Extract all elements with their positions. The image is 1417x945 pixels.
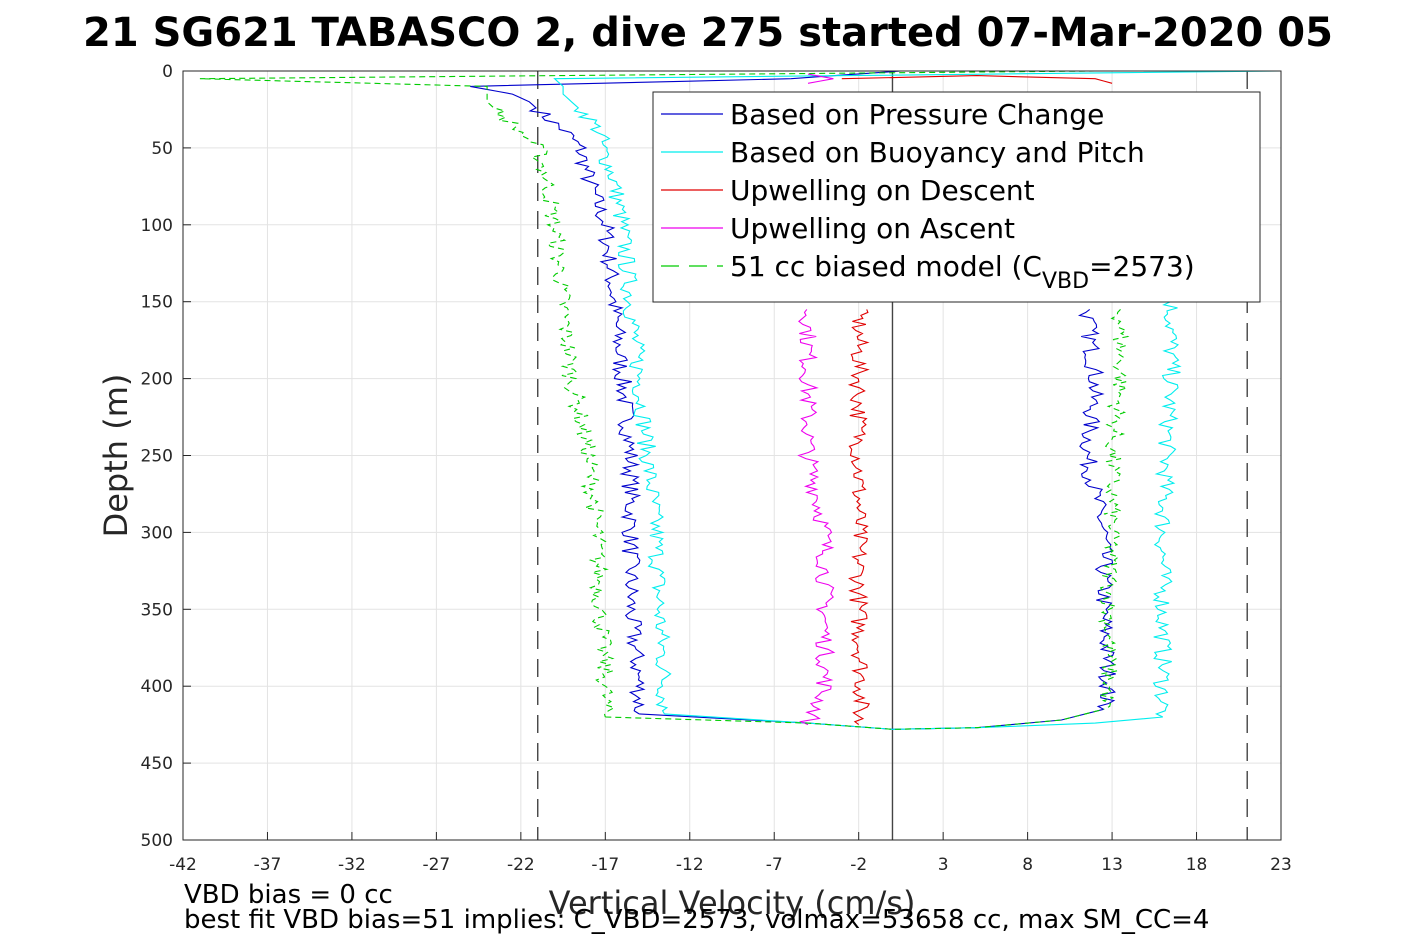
y-tick-labels: 0 50 100 150 200 250 300 350 400 450 500 [141, 62, 173, 851]
series-group [199, 70, 1282, 730]
legend-box [652, 91, 1261, 303]
plot-frame [182, 70, 1282, 841]
series-upwelling_descent-descent [847, 309, 871, 726]
y-tick-label-350: 350 [141, 600, 173, 620]
legend: Based on Pressure Change Based on Buoyanc… [652, 91, 1261, 303]
series-buoyancy_pitch-bottom [664, 713, 1163, 730]
chart-title: 21 SG621 TABASCO 2, dive 275 started 07-… [83, 10, 1333, 56]
series-upwelling_ascent-ascent [807, 73, 834, 84]
x-tick-label-22: -22 [507, 855, 535, 875]
x-tick-label-7: -7 [766, 855, 783, 875]
y-axis-label: Depth (m) [97, 374, 135, 538]
x-axis-label: Vertical Velocity (cm/s) [549, 884, 916, 922]
x-tick-label-3: 3 [938, 855, 949, 875]
y-tick-label-450: 450 [141, 754, 173, 774]
x-tick-label-27: -27 [422, 855, 450, 875]
y-tick-label-500: 500 [141, 831, 173, 851]
x-tick-label-8: 8 [1022, 855, 1033, 875]
series-buoyancy_pitch-descent [553, 70, 1282, 715]
best-fit-note: best fit VBD bias=51 implies: C_VBD=2573… [184, 905, 1209, 935]
y-tick-label-300: 300 [141, 523, 173, 543]
legend-label-5: 51 cc biased model (CVBD=2573) [730, 250, 1195, 294]
series-pressure_change-descent [470, 70, 901, 715]
legend-label-1: Based on Pressure Change [730, 98, 1104, 131]
y-tick-label-100: 100 [141, 216, 173, 236]
x-tick-label-18: 18 [1186, 855, 1208, 875]
x-tick-label-13: 13 [1101, 855, 1123, 875]
legend-label-2: Based on Buoyancy and Pitch [730, 136, 1145, 169]
legend-label-4: Upwelling on Ascent [730, 212, 1015, 245]
series-upwelling_ascent-descent [797, 309, 836, 726]
series-buoyancy_pitch-ascent [1152, 301, 1182, 718]
vbd-bias-note: VBD bias = 0 cc [184, 880, 393, 910]
x-tick-labels: -42 -37 -32 -27 -22 -17 -12 -7 -2 3 8 13 18 23 [169, 855, 1292, 875]
x-tick-label-17: -17 [591, 855, 619, 875]
y-tick-label-150: 150 [141, 293, 173, 313]
series-pressure_change-bottom [639, 708, 1104, 730]
series-pressure_change-ascent [1077, 308, 1116, 710]
x-tick-label-2: -2 [850, 855, 867, 875]
y-tick-label-400: 400 [141, 677, 173, 697]
y-tick-label-250: 250 [141, 447, 173, 467]
y-tick-label-200: 200 [141, 370, 173, 390]
x-tick-label-32: -32 [338, 855, 366, 875]
y-tick-label-0: 0 [162, 62, 173, 82]
series-upwelling_descent-ascent [841, 75, 1113, 84]
series-biased_model-ascent [1097, 309, 1130, 710]
series-biased_model-descent [199, 70, 1096, 718]
x-tick-label-12: -12 [676, 855, 704, 875]
y-tick-label-50: 50 [151, 139, 173, 159]
series-biased_model-bottom [605, 708, 1104, 730]
legend-label-3: Upwelling on Descent [730, 174, 1035, 207]
x-tick-label-23: 23 [1270, 855, 1292, 875]
x-tick-label-42: -42 [169, 855, 197, 875]
x-tick-label-37: -37 [254, 855, 282, 875]
